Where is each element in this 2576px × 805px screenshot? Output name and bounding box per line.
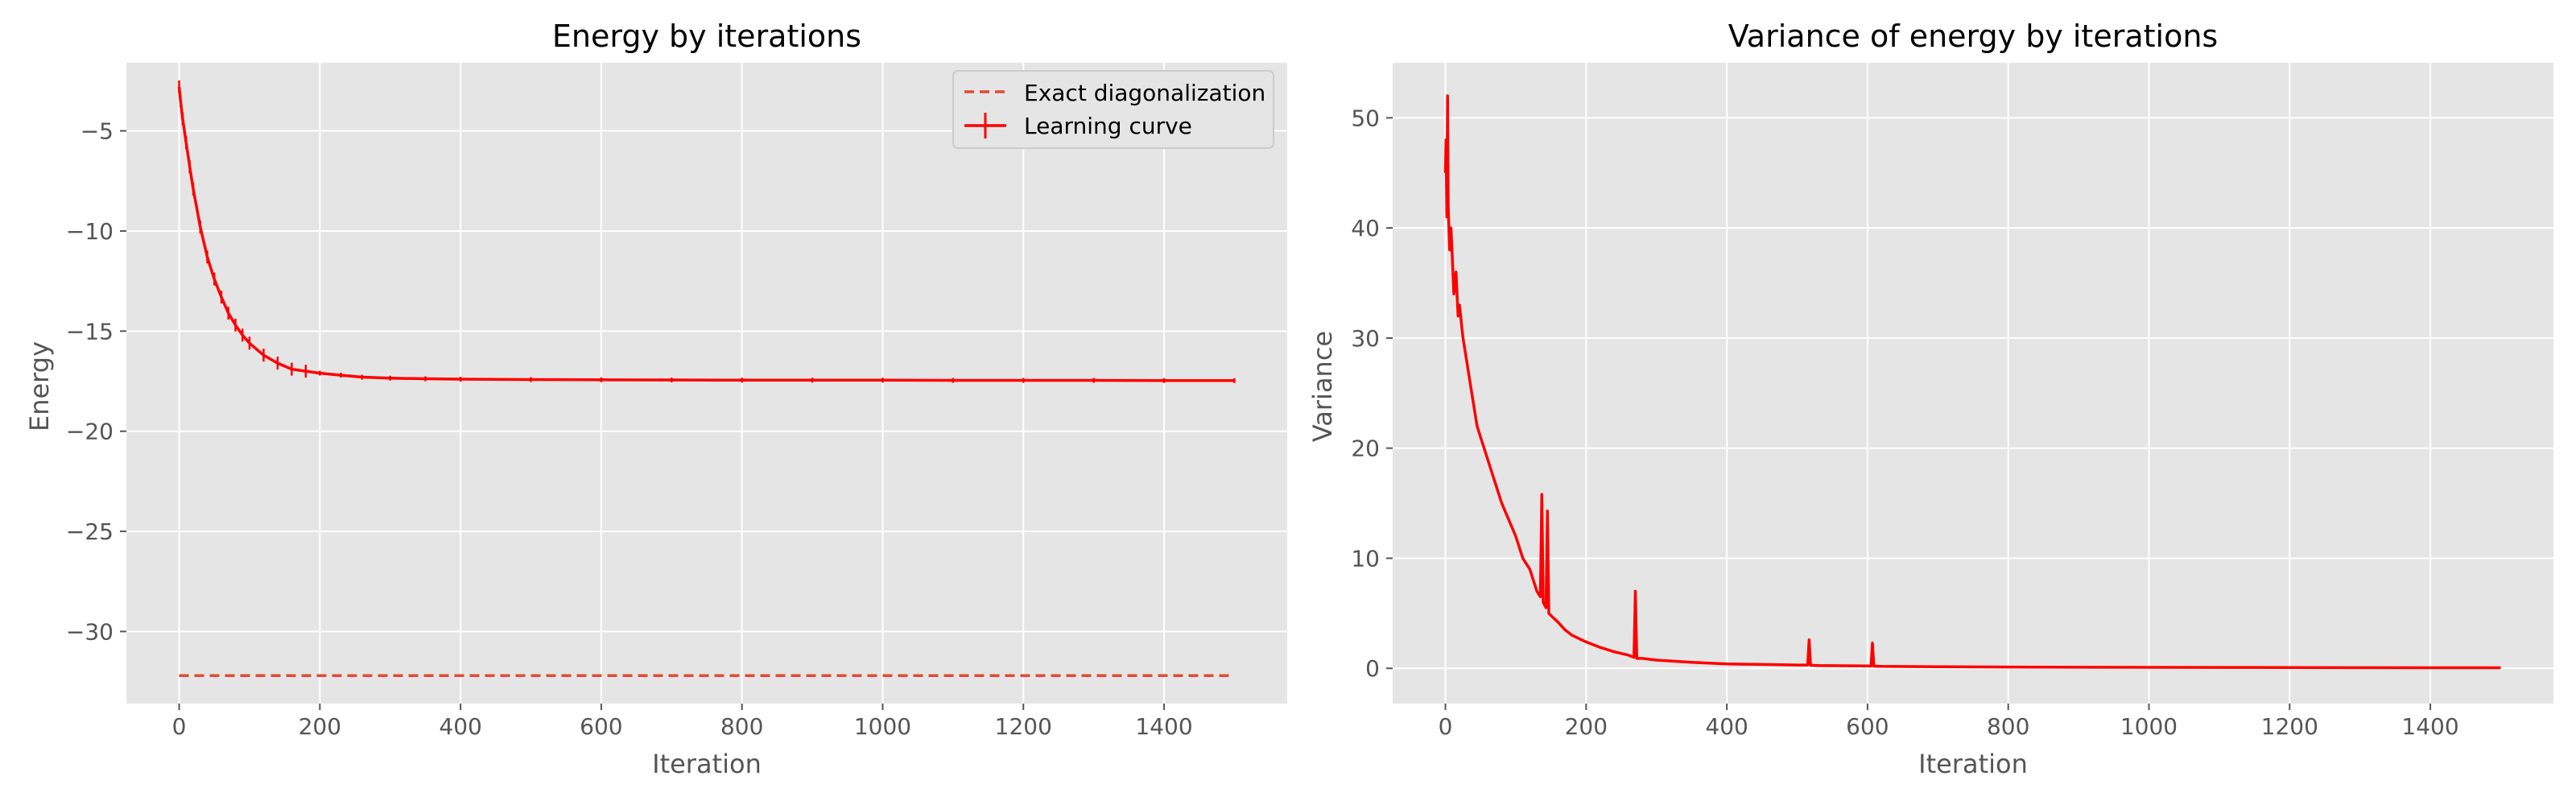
variance-chart: 0 200 400 600 800 1000 1200 1400 0 10 20 30 40 50 Var… (1307, 19, 2553, 779)
energy-plot-area (126, 63, 1287, 704)
x-tick-label: 400 (439, 713, 481, 740)
y-tick-label: 10 (1351, 545, 1380, 572)
energy-tick-labels: 0 200 400 600 800 1000 1200 1400 −30 −25 −20 −15 −10… (66, 118, 1193, 740)
y-tick-label: −25 (66, 518, 114, 545)
y-tick-label: −10 (66, 218, 114, 245)
energy-chart-title: Energy by iterations (552, 19, 861, 54)
x-tick-label: 800 (720, 713, 763, 740)
x-tick-label: 200 (1565, 713, 1608, 740)
y-tick-label: 50 (1351, 105, 1380, 131)
variance-tick-labels: 0 200 400 600 800 1000 1200 1400 0 10 20 30 40 50 (1351, 105, 2458, 740)
x-tick-label: 1400 (2401, 713, 2458, 740)
x-tick-label: 600 (1846, 713, 1889, 740)
y-tick-label: −20 (66, 419, 114, 445)
energy-grid (126, 63, 1287, 704)
x-tick-label: 400 (1705, 713, 1748, 740)
energy-chart: 0 200 400 600 800 1000 1200 1400 −30 −25 −20 −15 −10… (24, 19, 1287, 779)
x-tick-label: 600 (580, 713, 622, 740)
x-tick-label: 1200 (2261, 713, 2318, 740)
variance-series (1443, 94, 2501, 670)
x-tick-label: 1400 (1135, 713, 1192, 740)
y-tick-label: 0 (1365, 655, 1380, 682)
legend-exact-diagonalization-label: Exact diagonalization (1024, 80, 1265, 106)
x-tick-label: 0 (172, 713, 187, 740)
x-tick-label: 1000 (854, 713, 911, 740)
y-tick-label: 30 (1351, 325, 1380, 352)
x-tick-label: 0 (1439, 713, 1453, 740)
variance-plot-area (1393, 63, 2553, 704)
variance-line (1443, 94, 2501, 670)
energy-legend: Exact diagonalization Learning curve (952, 70, 1274, 149)
y-tick-label: −30 (66, 618, 114, 645)
variance-x-axis-label: Iteration (1918, 749, 2028, 779)
variance-chart-title: Variance of energy by iterations (1728, 19, 2218, 54)
energy-series (177, 80, 1236, 677)
y-tick-label: 20 (1351, 436, 1380, 462)
y-tick-label: −15 (66, 318, 114, 345)
energy-x-axis-label: Iteration (652, 749, 762, 779)
x-tick-label: 1200 (995, 713, 1052, 740)
y-tick-label: −5 (80, 118, 114, 145)
energy-y-axis-label: Energy (24, 341, 55, 431)
x-tick-label: 200 (299, 713, 341, 740)
legend-learning-curve-label: Learning curve (1024, 113, 1192, 139)
variance-y-axis-label: Variance (1307, 331, 1338, 442)
y-tick-label: 40 (1351, 215, 1380, 242)
legend-box (952, 70, 1274, 149)
x-tick-label: 800 (1987, 713, 2029, 740)
x-tick-label: 1000 (2120, 713, 2178, 740)
